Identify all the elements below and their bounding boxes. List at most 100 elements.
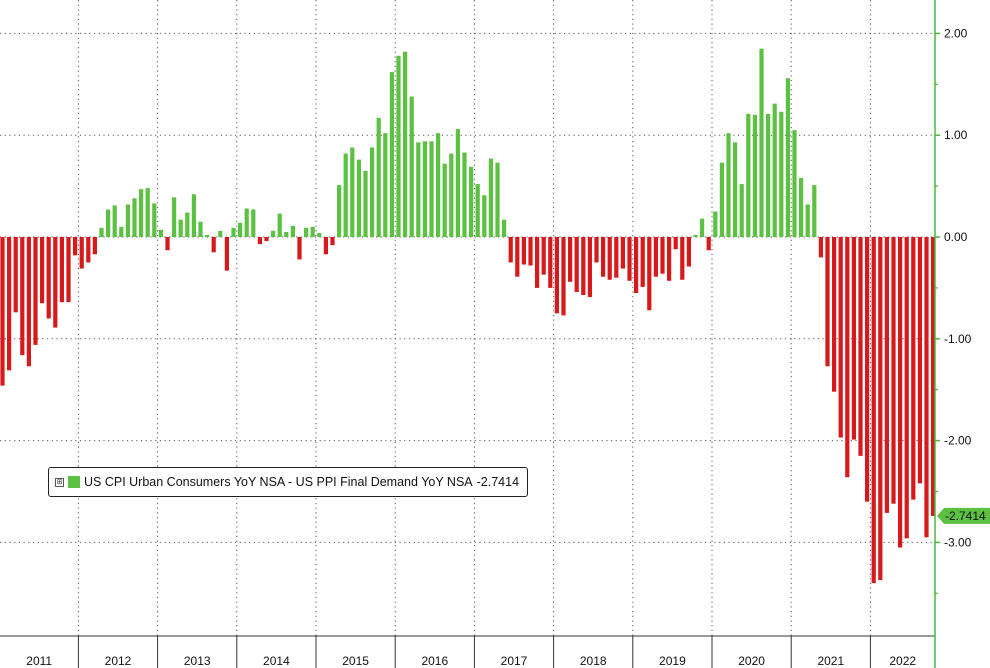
gridlines xyxy=(0,0,935,636)
bar xyxy=(99,227,104,237)
legend-last-value: -2.7414 xyxy=(476,475,520,489)
bar xyxy=(521,237,526,265)
bar xyxy=(462,152,467,237)
bar xyxy=(818,237,823,258)
bar xyxy=(363,170,368,237)
bar xyxy=(825,237,830,367)
bar xyxy=(812,185,817,237)
bar xyxy=(541,237,546,275)
bar xyxy=(198,221,203,237)
bar xyxy=(746,113,751,237)
bar xyxy=(535,237,540,288)
bar xyxy=(871,237,876,584)
bar xyxy=(898,237,903,548)
bar xyxy=(554,237,559,314)
bar xyxy=(310,226,315,237)
bar xyxy=(165,237,170,251)
bar xyxy=(884,237,889,513)
x-tick-label: 2012 xyxy=(105,654,132,668)
legend-expand-icon[interactable]: ⊞ xyxy=(55,477,64,487)
x-axis: 2011 2012 2013 2014 2015 2016 2017 2018 2019 2020… xyxy=(0,635,935,668)
bar xyxy=(799,177,804,237)
bar xyxy=(416,142,421,237)
x-tick-label: 2019 xyxy=(659,654,686,668)
bar xyxy=(891,237,896,504)
bar xyxy=(106,209,111,237)
legend[interactable]: ⊞ US CPI Urban Consumers YoY NSA - US PP… xyxy=(48,467,529,497)
bar xyxy=(548,237,553,288)
bar xyxy=(904,237,909,539)
bar xyxy=(469,166,474,237)
bar xyxy=(673,237,678,250)
bar xyxy=(851,237,856,440)
bar xyxy=(653,237,658,277)
x-tick-label: 2014 xyxy=(263,654,290,668)
bar xyxy=(640,237,645,287)
bar xyxy=(601,237,606,277)
bar xyxy=(838,237,843,438)
bar xyxy=(271,230,276,237)
bar xyxy=(79,237,84,269)
bar xyxy=(389,72,394,237)
legend-series-name: US CPI Urban Consumers YoY NSA - US PPI … xyxy=(84,475,473,489)
bar xyxy=(508,237,513,263)
bar xyxy=(805,204,810,237)
bar xyxy=(7,237,12,371)
bar xyxy=(290,225,295,237)
bar xyxy=(620,237,625,269)
bar xyxy=(680,237,685,280)
bar xyxy=(125,204,130,237)
last-value-marker: -2.7414 xyxy=(937,507,990,524)
x-tick-label: 2013 xyxy=(184,654,211,668)
bar xyxy=(422,141,427,237)
bar xyxy=(119,226,124,237)
bars xyxy=(0,48,936,584)
bar xyxy=(660,237,665,274)
bar xyxy=(238,222,243,237)
bar xyxy=(442,163,447,237)
bar xyxy=(92,237,97,255)
bar xyxy=(158,229,163,237)
bar xyxy=(112,205,117,237)
bar xyxy=(33,237,38,345)
bar xyxy=(667,237,672,281)
bar xyxy=(766,113,771,237)
bar xyxy=(924,237,929,538)
x-tick-label: 2011 xyxy=(26,654,52,668)
bar xyxy=(436,133,441,237)
bar xyxy=(284,231,289,237)
bar xyxy=(132,198,137,237)
bar xyxy=(224,237,229,271)
bar xyxy=(337,185,342,237)
bar xyxy=(845,237,850,478)
y-tick-label: -2.00 xyxy=(944,434,972,448)
bar xyxy=(449,153,454,237)
bar xyxy=(343,153,348,237)
bar xyxy=(581,237,586,296)
bar xyxy=(323,237,328,255)
bar xyxy=(205,234,210,237)
y-axis: 2.00 1.00 0.00 -1.00 -2.00 -3.00 xyxy=(934,0,972,668)
bar xyxy=(396,55,401,237)
bar xyxy=(40,237,45,304)
bar xyxy=(370,147,375,237)
bar xyxy=(59,237,64,303)
bar xyxy=(257,237,262,245)
bar xyxy=(304,227,309,237)
x-tick-label: 2018 xyxy=(580,654,607,668)
bar xyxy=(482,195,487,237)
bar xyxy=(858,237,863,456)
bar xyxy=(634,237,639,293)
bar xyxy=(647,237,652,311)
bar xyxy=(779,111,784,237)
bar xyxy=(917,237,922,484)
bar xyxy=(297,237,302,260)
last-value-tag xyxy=(937,507,990,524)
bar xyxy=(719,162,724,237)
bar xyxy=(878,237,883,581)
bar xyxy=(627,237,632,281)
bar xyxy=(13,237,18,313)
x-tick-label: 2015 xyxy=(342,654,369,668)
